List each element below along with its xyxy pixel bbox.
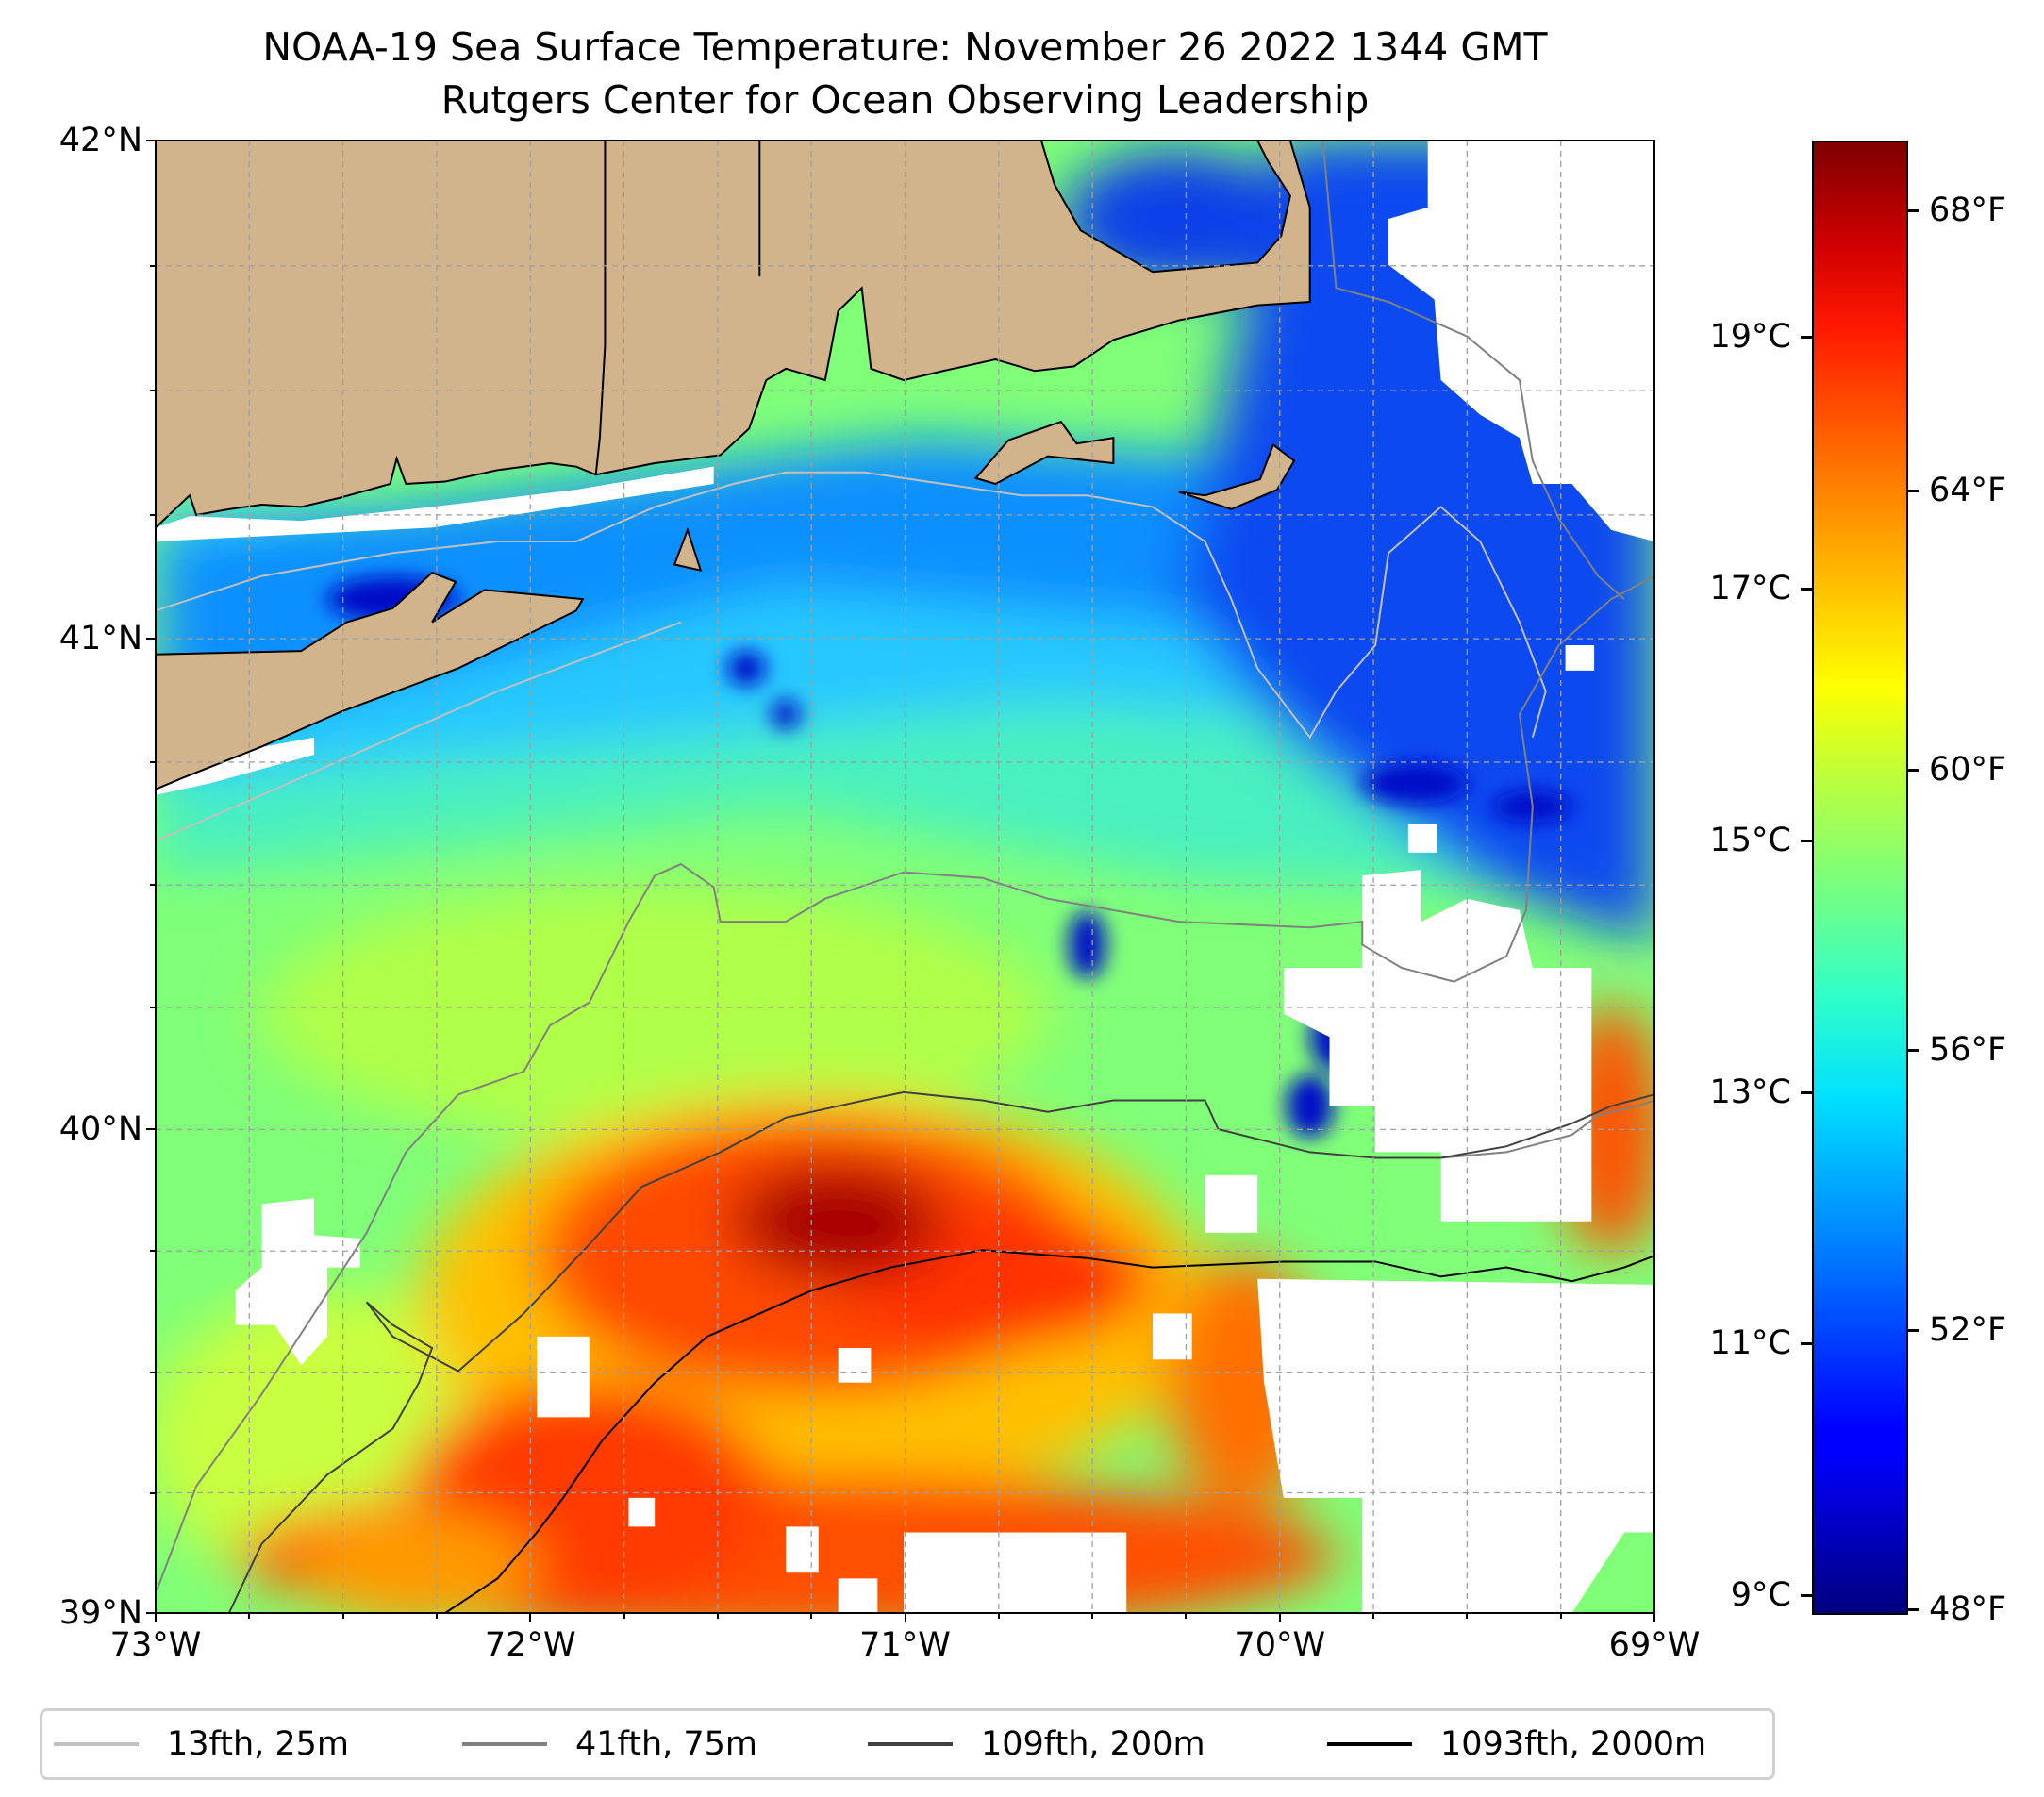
colorbar-tick-mark-c	[1801, 1594, 1812, 1598]
legend-line-swatch	[1327, 1742, 1412, 1746]
x-minor-tick-mark	[810, 1613, 813, 1619]
x-minor-tick-mark	[1372, 1613, 1375, 1619]
legend-item-25m: 13fth, 25m	[54, 1711, 349, 1777]
legend-label: 1093fth, 2000m	[1440, 1725, 1707, 1763]
colorbar-tick-c: 17°C	[1709, 569, 1791, 607]
sst-map	[156, 141, 1654, 1613]
colorbar-tick-mark-c	[1801, 1090, 1812, 1094]
x-tick-label: 69°W	[1608, 1626, 1701, 1664]
x-tick-label: 72°W	[484, 1626, 576, 1664]
y-minor-tick-mark	[150, 140, 156, 141]
x-minor-tick-mark	[716, 1613, 719, 1619]
y-minor-tick-mark	[150, 1371, 156, 1373]
legend-label: 109fth, 200m	[981, 1725, 1205, 1763]
legend-label: 41fth, 75m	[575, 1725, 758, 1763]
legend-label: 13fth, 25m	[167, 1725, 350, 1763]
x-tick-label: 70°W	[1234, 1626, 1326, 1664]
colorbar-tick-mark-f	[1908, 1328, 1919, 1332]
x-minor-tick-mark	[1278, 1613, 1281, 1619]
isobath-75m-north	[1323, 141, 1624, 599]
x-tick-label: 73°W	[109, 1626, 202, 1664]
colorbar-tick-c: 15°C	[1709, 821, 1791, 859]
colorbar-tick-c: 19°C	[1709, 317, 1791, 356]
x-minor-tick-mark	[155, 1613, 157, 1619]
colorbar-tick-c: 13°C	[1709, 1073, 1791, 1111]
colorbar-tick-f: 56°F	[1929, 1031, 2007, 1070]
state-borders	[596, 141, 760, 474]
x-minor-tick-mark	[623, 1613, 625, 1619]
colorbar-tick-mark-f	[1908, 489, 1919, 492]
isobath-75m	[157, 576, 1654, 1590]
y-tick-label: 42°N	[58, 122, 142, 159]
y-minor-tick-mark	[150, 1612, 156, 1614]
graticule	[156, 141, 1654, 1613]
colorbar-tick-mark-f	[1908, 769, 1919, 773]
colorbar-tick-f: 68°F	[1929, 191, 2007, 230]
x-minor-tick-mark	[904, 1613, 906, 1619]
isobath-75m-east	[1441, 1100, 1654, 1157]
legend-line-swatch	[462, 1742, 547, 1746]
y-minor-tick-mark	[150, 390, 156, 392]
chart-title: NOAA-19 Sea Surface Temperature: Novembe…	[262, 25, 1548, 70]
colorbar-tick-mark-c	[1801, 587, 1812, 591]
colorbar-tick-f: 64°F	[1929, 471, 2007, 509]
x-minor-tick-mark	[1466, 1613, 1469, 1619]
legend-line-swatch	[868, 1742, 953, 1746]
colorbar-tick-f: 60°F	[1929, 751, 2007, 790]
colorbar-tick-mark-c	[1801, 335, 1812, 339]
colorbar-tick-mark-f	[1908, 1608, 1919, 1612]
y-minor-tick-mark	[150, 638, 156, 641]
x-minor-tick-mark	[1559, 1613, 1562, 1619]
y-minor-tick-mark	[150, 760, 156, 763]
colorbar	[1812, 141, 1908, 1615]
x-minor-tick-mark	[1185, 1613, 1188, 1619]
x-minor-tick-mark	[341, 1613, 344, 1619]
colorbar-tick-mark-c	[1801, 839, 1812, 842]
y-tick-label: 41°N	[58, 620, 142, 658]
y-tick-label: 39°N	[58, 1594, 142, 1632]
y-minor-tick-mark	[150, 1491, 156, 1494]
y-minor-tick-mark	[150, 1250, 156, 1253]
legend-item-200m: 109fth, 200m	[868, 1711, 1205, 1777]
y-minor-tick-mark	[150, 1128, 156, 1131]
legend-item-2000m: 1093fth, 2000m	[1327, 1711, 1706, 1777]
colorbar-tick-f: 48°F	[1929, 1590, 2007, 1629]
chart-subtitle: Rutgers Center for Ocean Observing Leade…	[440, 77, 1370, 123]
isobath-200m	[229, 1092, 1654, 1613]
legend: 13fth, 25m 41fth, 75m 109fth, 200m 1093f…	[40, 1708, 1775, 1780]
colorbar-tick-c: 9°C	[1730, 1576, 1791, 1615]
isobaths	[156, 141, 1654, 1613]
x-minor-tick-mark	[435, 1613, 438, 1619]
colorbar-tick-mark-f	[1908, 209, 1919, 213]
y-minor-tick-mark	[150, 1007, 156, 1009]
x-minor-tick-mark	[1091, 1613, 1094, 1619]
x-minor-tick-mark	[1653, 1613, 1655, 1619]
y-minor-tick-mark	[150, 884, 156, 887]
land	[156, 141, 1310, 790]
y-minor-tick-mark	[150, 513, 156, 516]
legend-line-swatch	[54, 1742, 139, 1746]
x-minor-tick-mark	[997, 1613, 1000, 1619]
y-tick-label: 40°N	[58, 1110, 142, 1149]
x-minor-tick-mark	[529, 1613, 532, 1619]
colorbar-tick-mark-f	[1908, 1049, 1919, 1053]
isobath-2000m	[445, 1250, 1654, 1613]
x-minor-tick-mark	[248, 1613, 251, 1619]
colorbar-tick-f: 52°F	[1929, 1310, 2007, 1349]
colorbar-tick-c: 11°C	[1709, 1324, 1791, 1363]
y-minor-tick-mark	[150, 264, 156, 267]
isobath-25m	[156, 473, 1546, 738]
legend-item-75m: 41fth, 75m	[462, 1711, 757, 1777]
x-tick-label: 71°W	[859, 1626, 951, 1664]
colorbar-tick-mark-c	[1801, 1342, 1812, 1346]
isobath-25m-south-long-island	[156, 623, 681, 841]
